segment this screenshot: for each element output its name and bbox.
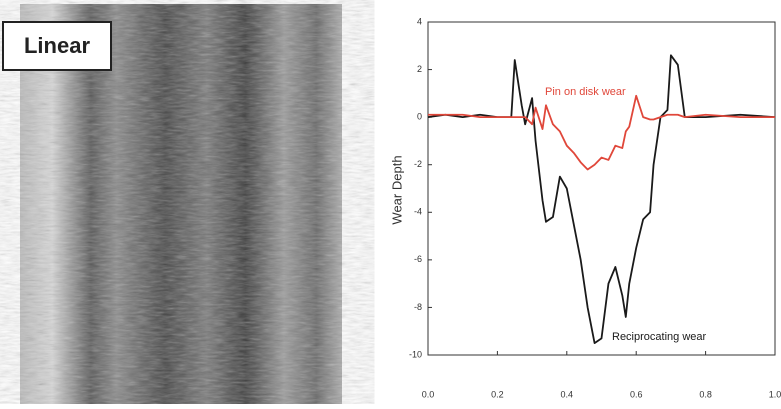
y-tick-label: 0 [417, 112, 422, 122]
y-tick-label: -2 [414, 159, 422, 169]
x-tick-label: 1.0 [769, 389, 781, 399]
x-tick-label: 0.6 [630, 389, 643, 399]
line [428, 94, 775, 171]
x-tick-label: 0.2 [491, 389, 504, 399]
plot-frame [427, 21, 776, 356]
x-tick-label: 0.4 [561, 389, 574, 399]
line [427, 54, 776, 345]
y-tick-label: -10 [409, 349, 422, 359]
x-tick-label: 0.8 [699, 389, 712, 399]
y-tick-label: -6 [414, 254, 422, 264]
y-tick-label: 4 [417, 16, 422, 26]
image-label: Linear [24, 33, 90, 58]
y-axis-label: Wear Depth [389, 155, 404, 224]
y-tick-label: -8 [414, 302, 422, 312]
y-tick-label: -4 [414, 207, 422, 217]
y-tick-label: 2 [417, 64, 422, 74]
label-box [2, 21, 112, 71]
series-label: Pin on disk wear [545, 86, 626, 98]
series-label: Reciprocating wear [612, 331, 706, 343]
x-tick-label: 0.0 [422, 389, 435, 399]
